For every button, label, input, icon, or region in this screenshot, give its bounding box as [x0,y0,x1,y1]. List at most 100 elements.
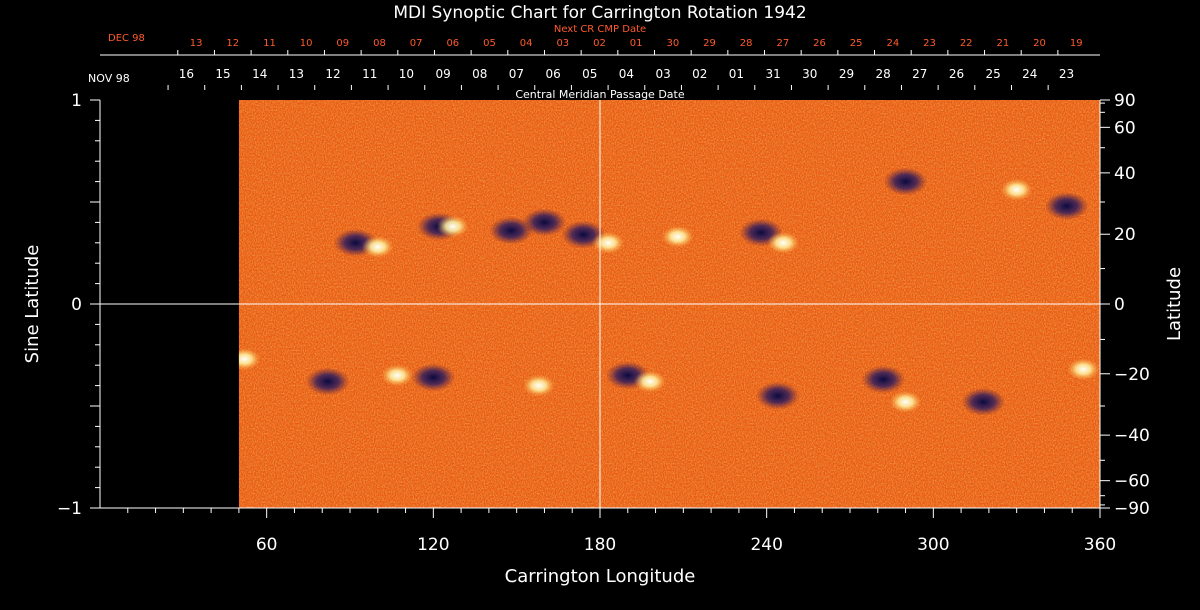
positive-region [592,231,625,254]
cmp-date-label: 30 [802,67,817,81]
cmp-date-label: 29 [839,67,854,81]
next-cr-date-label: 05 [483,38,496,49]
negative-region [883,167,928,196]
cmp-date-label: 09 [435,67,450,81]
negative-region [522,208,567,237]
x-tick-label: 300 [917,535,949,555]
cmp-month-label: NOV 98 [88,72,130,85]
positive-region [522,374,555,397]
cmp-date-label: 05 [582,67,597,81]
x-tick-label: 60 [256,535,278,555]
plot-area [100,100,1100,508]
cmp-date-label: 02 [692,67,707,81]
x-tick-label: 120 [417,535,449,555]
positive-region [381,364,414,387]
cmp-date-label: 16 [179,67,194,81]
positive-region [238,348,261,371]
next-cr-date-label: 07 [410,38,423,49]
y-axis-left-label: Sine Latitude [22,245,43,364]
next-cr-date-label: 04 [520,38,533,49]
positive-region [1067,358,1100,381]
next-cr-date-label: 06 [446,38,459,49]
y-right-tick-label: 40 [1114,164,1136,184]
cmp-date-label: 12 [325,67,340,81]
y-right-tick-label: 90 [1114,91,1136,111]
cmp-date-label: 31 [765,67,780,81]
next-cr-date-label: 08 [373,38,386,49]
y-left-tick-label: 1 [71,91,82,111]
y-right-tick-label: −60 [1114,472,1150,492]
y-right-tick-label: 20 [1114,225,1136,245]
central-meridian-label: Central Meridian Passage Date [515,88,684,101]
next-cr-date-label: 29 [703,38,716,49]
next-cr-date-label: 24 [886,38,899,49]
next-cr-date-label: 26 [813,38,826,49]
chart-title: MDI Synoptic Chart for Carrington Rotati… [393,3,806,23]
positive-region [767,231,800,254]
positive-region [436,215,469,238]
negative-region [961,387,1006,416]
cmp-date-label: 04 [619,67,634,81]
next-cr-date-label: 12 [226,38,239,49]
next-cr-date-label: 02 [593,38,606,49]
cmp-date-label: 25 [985,67,1000,81]
cmp-date-label: 08 [472,67,487,81]
positive-region [661,225,694,248]
y-right-tick-label: 0 [1114,295,1125,315]
next-cr-date-label: 21 [996,38,1009,49]
x-tick-label: 240 [750,535,782,555]
next-cr-axis: Next CR CMP Date DEC 98 13 12 11 10 09 08 07 06… [100,24,1100,56]
y-axis-right-label: Latitude [1164,267,1185,341]
axes-frame: 60 120 180 240 300 360 −1 0 1 90 60 40 20 0 −20 −40 −6… [57,91,1150,555]
x-tick-label: 180 [584,535,616,555]
cmp-date-label: 10 [399,67,414,81]
next-cr-date-label: 23 [923,38,936,49]
cmp-date-label: 24 [1022,67,1037,81]
next-cr-date-label: 22 [960,38,973,49]
y-right-tick-label: −40 [1114,426,1150,446]
y-left-tick-label: −1 [57,499,82,519]
cmp-date-label: 07 [509,67,524,81]
y-right-tick-label: −90 [1114,499,1150,519]
x-axis-label: Carrington Longitude [505,566,696,587]
negative-region [861,365,906,394]
next-cr-label: Next CR CMP Date [554,24,646,35]
next-cr-date-label: 27 [776,38,789,49]
negative-region [305,367,350,396]
next-cr-date-label: 13 [190,38,203,49]
next-cr-date-label: 19 [1070,38,1083,49]
positive-region [361,235,394,258]
cmp-date-label: 01 [729,67,744,81]
next-cr-date-label: 30 [666,38,679,49]
cmp-date-label: 27 [912,67,927,81]
next-cr-date-label: 03 [556,38,569,49]
cmp-date-label: 14 [252,67,267,81]
negative-region [489,216,534,245]
negative-region [411,363,456,392]
positive-region [1000,178,1033,201]
next-cr-date-label: 09 [336,38,349,49]
cmp-date-label: 03 [655,67,670,81]
next-cr-date-label: 28 [740,38,753,49]
cmp-date-label: 06 [545,67,560,81]
next-cr-date-label: 11 [263,38,276,49]
next-cr-date-label: 01 [630,38,643,49]
x-tick-label: 360 [1084,535,1116,555]
next-cr-date-label: 20 [1033,38,1046,49]
y-left-tick-label: 0 [71,295,82,315]
cmp-date-label: 26 [949,67,964,81]
y-right-tick-label: −20 [1114,365,1150,385]
cmp-date-label: 15 [215,67,230,81]
positive-region [889,390,922,413]
next-cr-date-label: 25 [850,38,863,49]
negative-region [755,381,800,410]
next-cr-date-label: 10 [300,38,313,49]
cmp-date-label: 28 [875,67,890,81]
y-right-tick-label: 60 [1114,118,1136,138]
cmp-date-label: 13 [289,67,304,81]
cmp-axis: NOV 98 16 15 14 13 12 11 10 09 08 07 06 05 04 03 02 01 3… [88,67,1074,101]
cmp-date-label: 23 [1059,67,1074,81]
negative-region [1044,192,1089,221]
next-cr-month-label: DEC 98 [108,33,145,44]
